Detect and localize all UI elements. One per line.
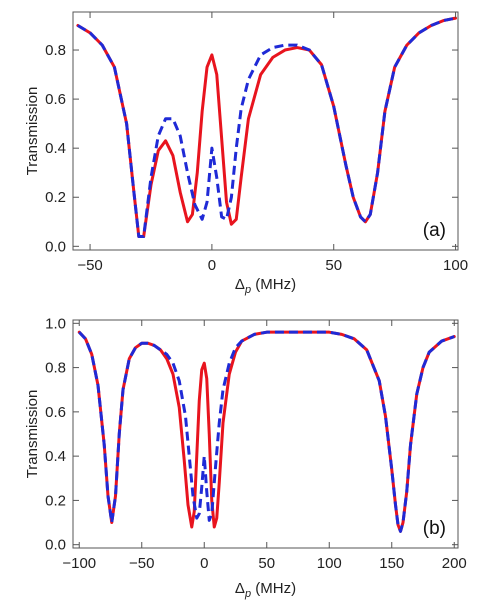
x-axis-label: Δp (MHz) xyxy=(235,276,296,296)
y-tick-label: 0.6 xyxy=(45,91,66,108)
plot-frame xyxy=(72,319,459,549)
y-tick-label: 0.8 xyxy=(45,360,66,377)
x-tick-label: −100 xyxy=(62,555,96,572)
x-axis-label-unit: (MHz) xyxy=(251,276,296,293)
x-axis-label-unit: (MHz) xyxy=(251,580,296,597)
y-tick-label: 0.8 xyxy=(45,42,66,59)
y-tick-label: 0.6 xyxy=(45,404,66,421)
y-tick-label: 0.0 xyxy=(45,537,66,554)
x-tick-label: 50 xyxy=(325,257,342,274)
plot-frame xyxy=(72,11,459,251)
y-axis-label: Transmission xyxy=(24,390,41,479)
x-tick-label: 100 xyxy=(443,257,468,274)
x-axis-label-symbol: Δ xyxy=(235,580,245,597)
y-axis-label: Transmission xyxy=(24,87,41,176)
x-tick-label: 0 xyxy=(200,555,208,572)
y-tick-label: 0.2 xyxy=(45,492,66,509)
x-tick-label: 50 xyxy=(258,555,275,572)
x-axis-label-symbol: Δ xyxy=(235,276,245,293)
panel-label: (a) xyxy=(423,220,446,241)
chart-panel-b: −100 −50 0 50 100 150 200 0.0 0.2 0.4 0.6 0.8 1.0 Δp … xyxy=(24,315,467,600)
x-axis-label-subscript: p xyxy=(244,588,251,600)
y-tick-label: 0.4 xyxy=(45,448,66,465)
series-line-dashed xyxy=(78,330,455,533)
y-tick-label: 0.2 xyxy=(45,189,66,206)
y-tick-label: 1.0 xyxy=(45,315,66,332)
x-tick-label: 100 xyxy=(317,555,342,572)
y-tick-label: 0.0 xyxy=(45,238,66,255)
x-tick-label: 0 xyxy=(208,257,216,274)
x-tick-label: −50 xyxy=(77,257,102,274)
x-axis-label: Δp (MHz) xyxy=(235,580,296,600)
panel-label: (b) xyxy=(423,518,446,539)
y-tick-label: 0.4 xyxy=(45,140,66,157)
x-axis-label-subscript: p xyxy=(244,284,251,296)
series-line-dashed xyxy=(77,16,456,239)
series-line-solid xyxy=(77,330,456,533)
x-tick-label: 200 xyxy=(442,555,467,572)
x-tick-label: −50 xyxy=(129,555,154,572)
x-tick-label: 150 xyxy=(379,555,404,572)
chart-panel-a: −50 0 50 100 0.0 0.2 0.4 0.6 0.8 Δp (MHz) Transmis… xyxy=(24,11,468,296)
